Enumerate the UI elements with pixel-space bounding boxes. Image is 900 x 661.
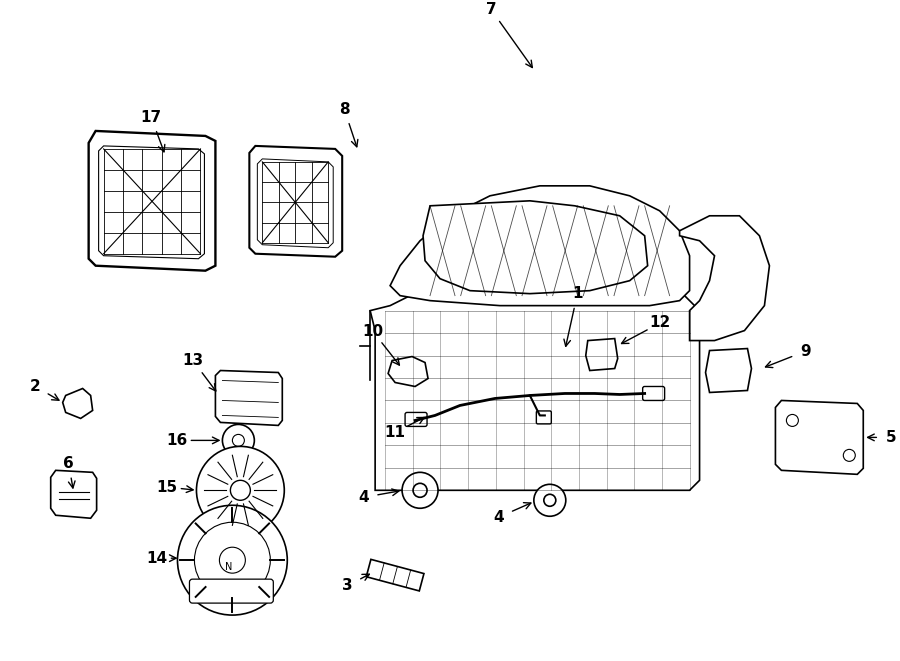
Text: 17: 17 (140, 110, 162, 125)
Polygon shape (390, 186, 689, 305)
Text: 12: 12 (650, 315, 670, 330)
Circle shape (413, 483, 427, 497)
FancyBboxPatch shape (643, 387, 664, 401)
Text: 9: 9 (800, 344, 811, 359)
Polygon shape (776, 401, 863, 475)
Text: 8: 8 (339, 102, 350, 117)
Polygon shape (706, 348, 752, 393)
Circle shape (843, 449, 855, 461)
Polygon shape (680, 215, 770, 340)
Text: 5: 5 (886, 430, 896, 445)
Text: 7: 7 (486, 2, 496, 17)
Text: 4: 4 (493, 510, 504, 525)
Text: 13: 13 (183, 354, 203, 368)
Circle shape (402, 473, 438, 508)
Polygon shape (249, 146, 342, 256)
Text: N: N (225, 562, 232, 572)
Text: 15: 15 (156, 479, 177, 494)
Polygon shape (50, 471, 96, 518)
Text: 1: 1 (572, 286, 582, 301)
Text: 10: 10 (362, 324, 383, 338)
Polygon shape (423, 201, 648, 293)
Text: 11: 11 (384, 426, 405, 440)
Polygon shape (215, 371, 283, 426)
Polygon shape (63, 389, 93, 418)
FancyBboxPatch shape (190, 579, 274, 603)
Polygon shape (99, 146, 204, 258)
FancyBboxPatch shape (405, 412, 427, 426)
Circle shape (787, 414, 798, 426)
Text: 3: 3 (342, 578, 353, 594)
Circle shape (544, 494, 556, 506)
Polygon shape (388, 356, 428, 387)
Polygon shape (257, 159, 333, 248)
Polygon shape (586, 338, 617, 371)
FancyBboxPatch shape (536, 411, 552, 424)
Polygon shape (88, 131, 215, 271)
Text: 6: 6 (63, 456, 74, 471)
Circle shape (220, 547, 246, 573)
Text: 4: 4 (358, 490, 369, 505)
Circle shape (222, 424, 255, 456)
Text: 16: 16 (166, 433, 187, 448)
Circle shape (196, 446, 284, 534)
Text: 14: 14 (146, 551, 167, 566)
Circle shape (177, 505, 287, 615)
Circle shape (534, 485, 566, 516)
Circle shape (194, 522, 270, 598)
Polygon shape (370, 295, 699, 490)
Polygon shape (366, 559, 424, 591)
Circle shape (232, 434, 245, 446)
Circle shape (230, 481, 250, 500)
Text: 2: 2 (30, 379, 40, 394)
